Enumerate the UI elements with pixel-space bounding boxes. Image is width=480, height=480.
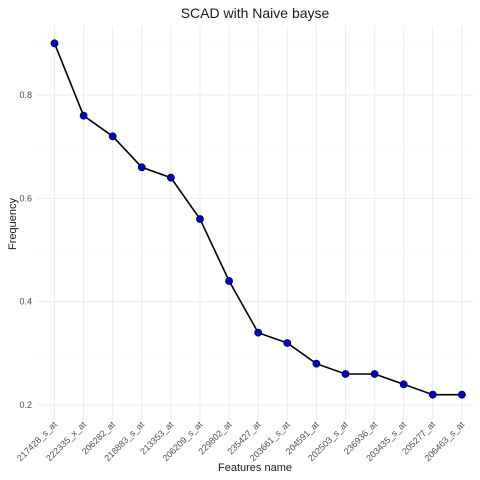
y-tick-label: 0.4 [19,297,32,307]
data-point [457,390,466,399]
y-tick-label: 0.8 [19,90,32,100]
y-tick-label: 0.2 [19,400,32,410]
data-point [50,39,59,48]
y-tick-label: 0.6 [19,193,32,203]
x-axis-title: Features name [218,462,292,474]
data-point [428,390,437,399]
y-axis-ticks: 0.2 0.4 0.6 0.8 [19,90,32,410]
data-point [312,359,321,368]
data-point [225,277,233,285]
data-point [341,370,350,378]
y-axis-title: Frequency [7,198,19,250]
data-point [196,215,204,223]
data-point [370,370,379,378]
x-axis-ticks: 217428_s_at222335_x_at206282_at218883_s_… [15,419,467,463]
data-point [399,380,408,389]
data-point [254,328,263,337]
data-point [166,173,175,182]
data-point [137,163,146,172]
chart-title: SCAD with Naive bayse [181,5,330,21]
data-point [108,132,117,141]
data-point [79,111,88,120]
data-point [283,339,292,347]
grid [37,26,473,420]
series [50,39,466,399]
